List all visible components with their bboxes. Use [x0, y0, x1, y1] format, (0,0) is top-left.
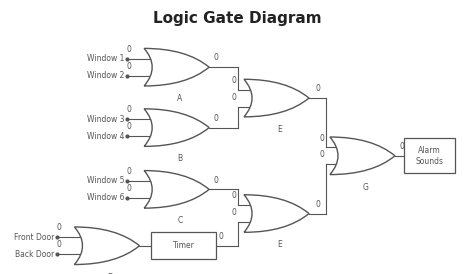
Bar: [404, 138, 456, 173]
Text: 0: 0: [231, 191, 236, 200]
Text: Alarm: Alarm: [419, 146, 441, 155]
Text: 0: 0: [57, 224, 62, 232]
Text: Sounds: Sounds: [416, 157, 444, 166]
Text: Window 6: Window 6: [87, 193, 124, 202]
Text: Window 1: Window 1: [87, 54, 124, 63]
Text: 0: 0: [219, 232, 223, 241]
Text: D: D: [107, 273, 113, 274]
Text: 0: 0: [316, 200, 321, 209]
Text: 0: 0: [57, 240, 62, 249]
Text: 0: 0: [316, 84, 321, 93]
Text: G: G: [363, 183, 369, 192]
Text: 0: 0: [231, 208, 236, 217]
Text: 0: 0: [400, 142, 404, 151]
Text: C: C: [177, 216, 182, 225]
Text: E: E: [277, 125, 282, 134]
Text: Window 2: Window 2: [87, 71, 124, 80]
Text: 0: 0: [214, 176, 219, 184]
Text: B: B: [177, 155, 182, 164]
Text: Window 3: Window 3: [87, 115, 124, 124]
PathPatch shape: [244, 195, 309, 232]
Text: 0: 0: [127, 184, 131, 193]
Text: E: E: [277, 240, 282, 249]
Text: 0: 0: [127, 62, 131, 71]
PathPatch shape: [144, 109, 209, 146]
Text: Logic Gate Diagram: Logic Gate Diagram: [153, 11, 321, 26]
Text: Back Door: Back Door: [16, 250, 55, 259]
Text: Window 4: Window 4: [87, 132, 124, 141]
Text: 0: 0: [127, 45, 131, 54]
Text: Timer: Timer: [173, 241, 194, 250]
PathPatch shape: [330, 137, 395, 175]
Bar: [151, 232, 216, 259]
Text: 0: 0: [127, 122, 131, 131]
Text: 0: 0: [214, 53, 219, 62]
Text: 0: 0: [319, 133, 324, 142]
PathPatch shape: [244, 79, 309, 117]
Text: Window 5: Window 5: [87, 176, 124, 185]
PathPatch shape: [144, 170, 209, 208]
Text: 0: 0: [127, 167, 131, 176]
Text: Front Door: Front Door: [14, 233, 55, 242]
Text: A: A: [177, 94, 182, 103]
Text: 0: 0: [231, 76, 236, 85]
Text: 0: 0: [127, 105, 131, 114]
Text: 0: 0: [214, 114, 219, 123]
Text: 0: 0: [231, 93, 236, 102]
Text: 0: 0: [319, 150, 324, 159]
PathPatch shape: [144, 48, 209, 86]
PathPatch shape: [74, 227, 139, 265]
